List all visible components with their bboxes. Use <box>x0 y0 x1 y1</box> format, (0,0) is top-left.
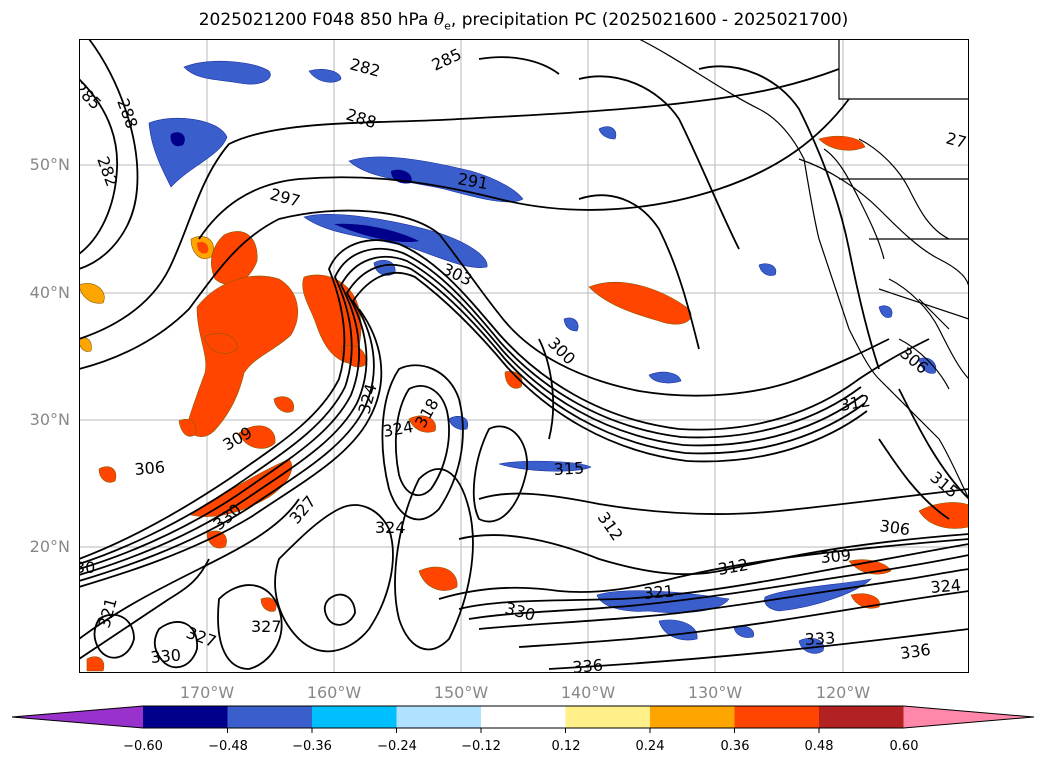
colorbar-extend-low <box>12 706 143 728</box>
lat-label-40n: 40°N <box>29 283 70 302</box>
colorbar-segment <box>565 706 651 728</box>
contour-label: 324 <box>930 575 962 597</box>
lat-label-20n: 20°N <box>29 537 70 556</box>
colorbar-tick: −0.48 <box>208 739 248 754</box>
colorbar-tick: −0.24 <box>377 739 417 754</box>
colorbar-segment <box>396 706 482 728</box>
contour-label: 327 <box>251 617 282 636</box>
contour-label: 330 <box>150 645 182 667</box>
colorbar-tick: 0.24 <box>635 739 665 754</box>
contour-label: 309 <box>820 545 852 567</box>
colorbar <box>11 705 1035 733</box>
colorbar-segment <box>312 706 397 728</box>
contour-label: 315 <box>553 458 584 479</box>
title-suffix: , precipitation PC (2025021600 - 2025021… <box>450 10 849 30</box>
contour-label: 336 <box>899 640 932 663</box>
lon-label-150w: 150°W <box>433 683 489 702</box>
colorbar-segment <box>481 706 566 728</box>
lon-label-160w: 160°W <box>306 683 362 702</box>
colorbar-tick: 0.12 <box>551 739 581 754</box>
lat-label-30n: 30°N <box>29 410 70 429</box>
colorbar-segment <box>650 706 735 728</box>
contour-label: 321 <box>643 581 675 603</box>
colorbar-tick: 0.36 <box>720 739 750 754</box>
contour-label: 30 <box>79 558 95 577</box>
colorbar-tick: −0.60 <box>123 739 163 754</box>
title-prefix: 2025021200 F048 850 hPa <box>198 10 434 30</box>
title-symbol: θ <box>433 10 445 30</box>
contour-label: 324 <box>375 518 406 537</box>
contour-label: 306 <box>134 457 166 479</box>
colorbar-tick: −0.12 <box>461 739 501 754</box>
colorbar-segment <box>819 706 904 728</box>
lon-label-140w: 140°W <box>560 683 616 702</box>
map-panel: 285 282 288 288 282 297 291 303 300 312 … <box>79 39 969 673</box>
lon-label-170w: 170°W <box>179 683 235 702</box>
lon-label-120w: 120°W <box>815 683 871 702</box>
coastlines <box>638 39 969 500</box>
colorbar-segment <box>227 706 313 728</box>
title-subscript: e <box>444 19 451 33</box>
contour-label: 27 <box>944 129 969 153</box>
contour-label: 336 <box>572 655 604 673</box>
colorbar-segment <box>143 706 228 728</box>
precip-negative-shading <box>148 60 937 654</box>
colorbar-tick: 0.60 <box>889 739 919 754</box>
theta-e-contours <box>79 39 969 670</box>
map-title: 2025021200 F048 850 hPa θe, precipitatio… <box>0 10 1047 32</box>
colorbar-tick: 0.48 <box>804 739 834 754</box>
lat-label-50n: 50°N <box>29 155 70 174</box>
colorbar-extend-high <box>903 706 1034 728</box>
colorbar-segment <box>734 706 820 728</box>
colorbar-tick: −0.36 <box>292 739 332 754</box>
precip-positive-shading <box>79 135 969 672</box>
contour-label: 333 <box>804 628 835 649</box>
lon-label-130w: 130°W <box>687 683 743 702</box>
contour-label: 306 <box>878 516 911 539</box>
colorbar-outline <box>11 705 1035 729</box>
